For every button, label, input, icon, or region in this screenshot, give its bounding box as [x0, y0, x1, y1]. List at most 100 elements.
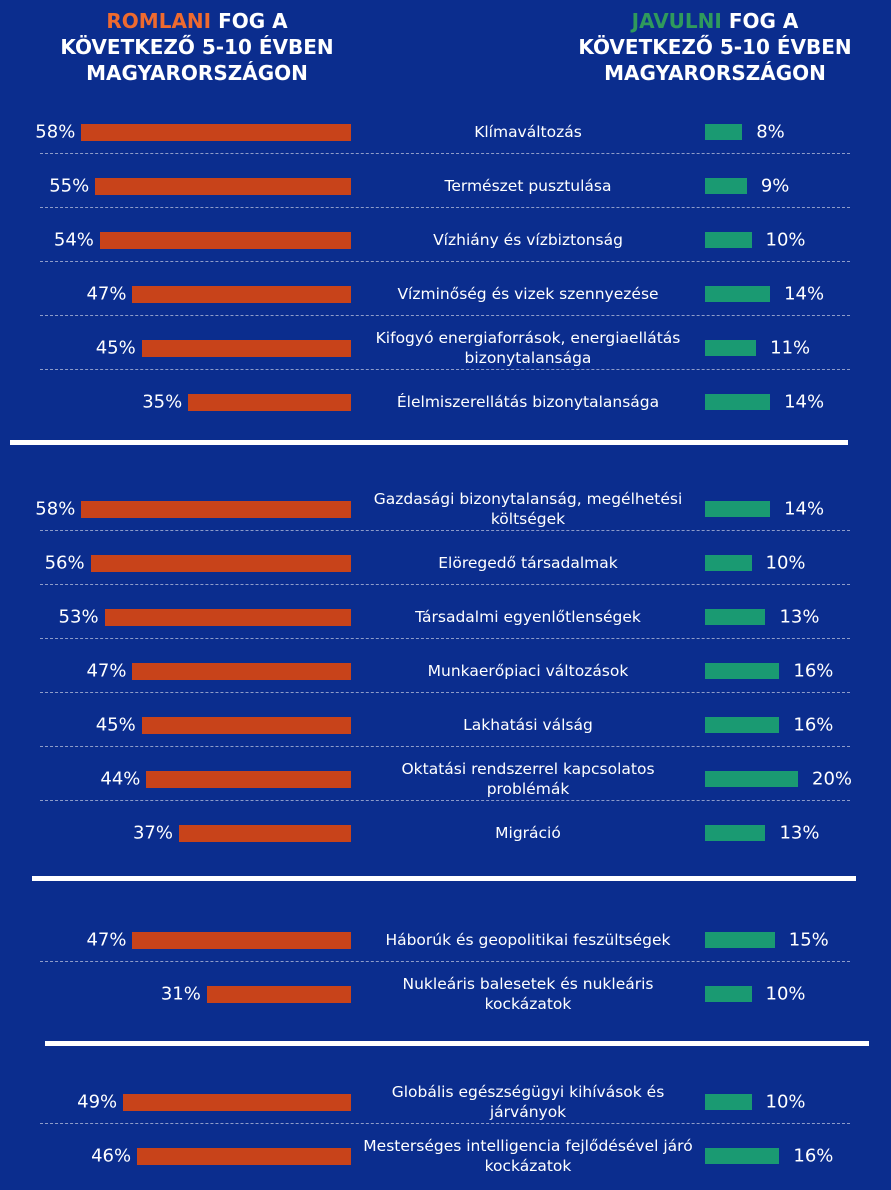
header-highlight: JAVULNI	[631, 9, 722, 33]
divider	[40, 207, 850, 208]
divider	[40, 315, 850, 316]
value-label: 14%	[784, 391, 825, 413]
header-highlight: ROMLANI	[106, 9, 212, 33]
value-label: 47%	[86, 929, 127, 951]
value-label: 53%	[58, 606, 99, 628]
value-label: 14%	[784, 283, 825, 305]
divider	[40, 584, 850, 585]
category-label: Mesterséges intelligencia fejlődésével j…	[363, 1137, 693, 1175]
divider	[40, 961, 850, 962]
value-label: 56%	[44, 552, 85, 574]
bar	[705, 286, 771, 302]
bar	[81, 124, 351, 141]
category-label: Természet pusztulása	[444, 177, 612, 195]
category-label: Kifogyó energiaforrások, energiaellátás …	[375, 329, 681, 367]
value-label: 54%	[53, 229, 94, 251]
bar	[137, 1148, 351, 1165]
left-header: ROMLANI FOG A KÖVETKEZŐ 5-10 ÉVBEN MAGYA…	[47, 8, 347, 86]
divider	[40, 692, 850, 693]
value-label: 20%	[812, 768, 853, 790]
value-label: 11%	[770, 337, 811, 359]
value-label: 9%	[760, 175, 790, 197]
value-label: 16%	[793, 714, 834, 736]
value-label: 31%	[160, 983, 201, 1005]
bar	[90, 555, 351, 572]
value-label: 35%	[142, 391, 183, 413]
category-label: Élelmiszerellátás bizonytalansága	[396, 393, 660, 411]
bar	[705, 178, 747, 194]
value-label: 8%	[756, 121, 785, 143]
bar	[705, 717, 780, 733]
divider	[40, 746, 850, 747]
bar	[705, 825, 766, 841]
bar	[123, 1094, 351, 1111]
value-label: 46%	[91, 1145, 132, 1167]
value-label: 47%	[86, 660, 127, 682]
value-label: 14%	[784, 498, 825, 520]
divider	[40, 530, 850, 531]
divider	[40, 153, 850, 154]
value-label: 49%	[77, 1091, 118, 1113]
bar	[206, 986, 351, 1003]
bar	[141, 717, 351, 734]
divider	[40, 369, 850, 370]
category-label: Klímaváltozás	[474, 123, 582, 141]
category-label: Vízhiány és vízbiztonság	[433, 231, 623, 249]
category-label: Oktatási rendszerrel kapcsolatos problém…	[401, 760, 655, 798]
bar	[705, 232, 752, 248]
right-header: JAVULNI FOG A KÖVETKEZŐ 5-10 ÉVBEN MAGYA…	[565, 8, 865, 86]
bar	[188, 394, 351, 411]
value-label: 16%	[793, 1145, 834, 1167]
category-label: Nukleáris balesetek és nukleáris kockáza…	[402, 975, 654, 1013]
value-label: 45%	[95, 337, 136, 359]
category-label: Háborúk és geopolitikai feszültségek	[385, 931, 671, 949]
bar	[705, 771, 798, 787]
bar	[705, 340, 757, 356]
value-label: 37%	[132, 822, 173, 844]
value-label: 45%	[95, 714, 136, 736]
value-label: 58%	[35, 121, 76, 143]
value-label: 10%	[765, 229, 806, 251]
bar	[132, 286, 351, 303]
value-label: 15%	[788, 929, 829, 951]
group-separator	[10, 440, 848, 445]
header-text: FOG A KÖVETKEZŐ 5-10 ÉVBEN MAGYARORSZÁGO…	[60, 9, 334, 85]
category-label: Elöregedő társadalmak	[438, 554, 618, 572]
bar	[132, 932, 351, 949]
bar	[705, 124, 743, 140]
bar	[99, 232, 351, 249]
bar	[178, 825, 351, 842]
bar	[81, 501, 351, 518]
bar	[95, 178, 351, 195]
category-label: Gazdasági bizonytalanság, megélhetési kö…	[373, 490, 683, 528]
value-label: 10%	[765, 1091, 806, 1113]
category-label: Globális egészségügyi kihívások és járvá…	[391, 1083, 665, 1121]
category-label: Migráció	[495, 824, 561, 842]
group-separator	[45, 1041, 869, 1046]
value-label: 10%	[765, 983, 806, 1005]
category-label: Társadalmi egyenlőtlenségek	[415, 608, 641, 626]
bar	[132, 663, 351, 680]
divider	[40, 638, 850, 639]
bar	[705, 663, 780, 679]
value-label: 58%	[35, 498, 76, 520]
divider	[40, 1123, 850, 1124]
value-label: 13%	[779, 822, 820, 844]
value-label: 16%	[793, 660, 834, 682]
value-label: 13%	[779, 606, 820, 628]
category-label: Lakhatási válság	[463, 716, 593, 734]
category-label: Vízminőség és vizek szennyezése	[397, 285, 659, 303]
value-label: 44%	[100, 768, 141, 790]
value-label: 55%	[49, 175, 90, 197]
header-text: FOG A KÖVETKEZŐ 5-10 ÉVBEN MAGYARORSZÁGO…	[578, 9, 852, 85]
bar	[705, 394, 771, 410]
value-label: 10%	[765, 552, 806, 574]
divider	[40, 261, 850, 262]
bar	[705, 609, 766, 625]
divider	[40, 800, 850, 801]
bar	[705, 501, 771, 517]
bar	[705, 555, 752, 571]
bar	[705, 1148, 780, 1164]
group-separator	[32, 876, 856, 881]
